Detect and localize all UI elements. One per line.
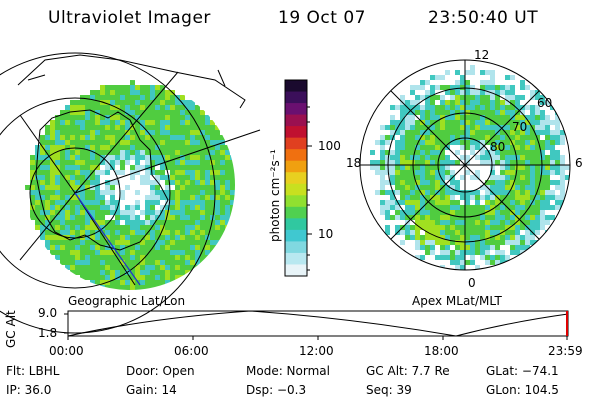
mlat-label-70: 70 — [512, 120, 528, 134]
colorbar — [285, 80, 307, 277]
time-label: 23:50:40 UT — [428, 8, 539, 28]
time-tick-0000: 00:00 — [49, 344, 84, 358]
status-mode: Mode: Normal — [246, 364, 330, 378]
colorbar-segment — [285, 149, 307, 162]
status-glon: GLon: 104.5 — [486, 383, 559, 397]
colorbar-segment — [285, 126, 307, 139]
instrument-title: Ultraviolet Imager — [48, 8, 211, 28]
colorbar-segment — [285, 218, 307, 231]
status-glat: GLat: −74.1 — [486, 364, 559, 378]
left-panel-label: Geographic Lat/Lon — [68, 294, 186, 308]
right-panel-label: Apex MLat/MLT — [412, 294, 502, 308]
polar-grid — [359, 59, 571, 271]
status-dsp: Dsp: −0.3 — [246, 383, 307, 397]
status-gc-alt: GC Alt: 7.7 Re — [366, 364, 450, 378]
mlt-label-6: 6 — [575, 156, 583, 170]
meridian-line — [74, 192, 141, 286]
mlt-label-18: 18 — [346, 156, 362, 170]
colorbar-segment — [285, 183, 307, 196]
date-label: 19 Oct 07 — [278, 8, 366, 28]
time-tick-0600: 06:00 — [174, 344, 209, 358]
colorbar-segment — [285, 172, 307, 185]
status-gain: Gain: 14 — [126, 383, 177, 397]
colorbar-tick-10: 10 — [318, 227, 334, 241]
colorbar-segment — [285, 252, 307, 265]
colorbar-segment — [285, 229, 307, 242]
colorbar-segment — [285, 241, 307, 254]
colorbar-segment — [285, 103, 307, 116]
colorbar-segment — [285, 114, 307, 127]
time-tick-2359: 23:59 — [548, 344, 583, 358]
status-door: Door: Open — [126, 364, 195, 378]
colorbar-segment — [285, 206, 307, 219]
geographic-image — [0, 52, 261, 334]
aurora-image-left — [25, 80, 235, 290]
colorbar-segment — [285, 137, 307, 150]
status-ip: IP: 36.0 — [6, 383, 52, 397]
altitude-axis-label: GC Alt — [4, 310, 18, 348]
altitude-tick-high: 9.0 — [38, 306, 58, 320]
status-filter: Flt: LBHL — [6, 364, 60, 378]
altitude-tick-low: 1.8 — [38, 326, 58, 340]
mlat-label-80: 80 — [490, 140, 506, 154]
polar-plot — [359, 59, 571, 271]
mlat-label-60: 60 — [537, 96, 553, 110]
mlt-label-0: 0 — [468, 276, 476, 290]
colorbar-segment — [285, 160, 307, 173]
colorbar-segment — [285, 195, 307, 208]
time-tick-1800: 18:00 — [424, 344, 459, 358]
altitude-plot — [64, 310, 569, 340]
colorbar-unit-label: photon cm⁻²s⁻¹ — [268, 149, 282, 242]
colorbar-segment — [285, 264, 307, 277]
colorbar-segment — [285, 80, 307, 93]
geographic-grid — [0, 52, 261, 334]
status-seq: Seq: 39 — [366, 383, 412, 397]
colorbar-tick-100: 100 — [318, 139, 341, 153]
colorbar-ticks — [307, 106, 312, 271]
mlt-label-12: 12 — [474, 48, 490, 62]
colorbar-segment — [285, 91, 307, 104]
coastline — [35, 109, 169, 251]
altitude-curve — [67, 310, 569, 337]
time-tick-1200: 12:00 — [299, 344, 334, 358]
